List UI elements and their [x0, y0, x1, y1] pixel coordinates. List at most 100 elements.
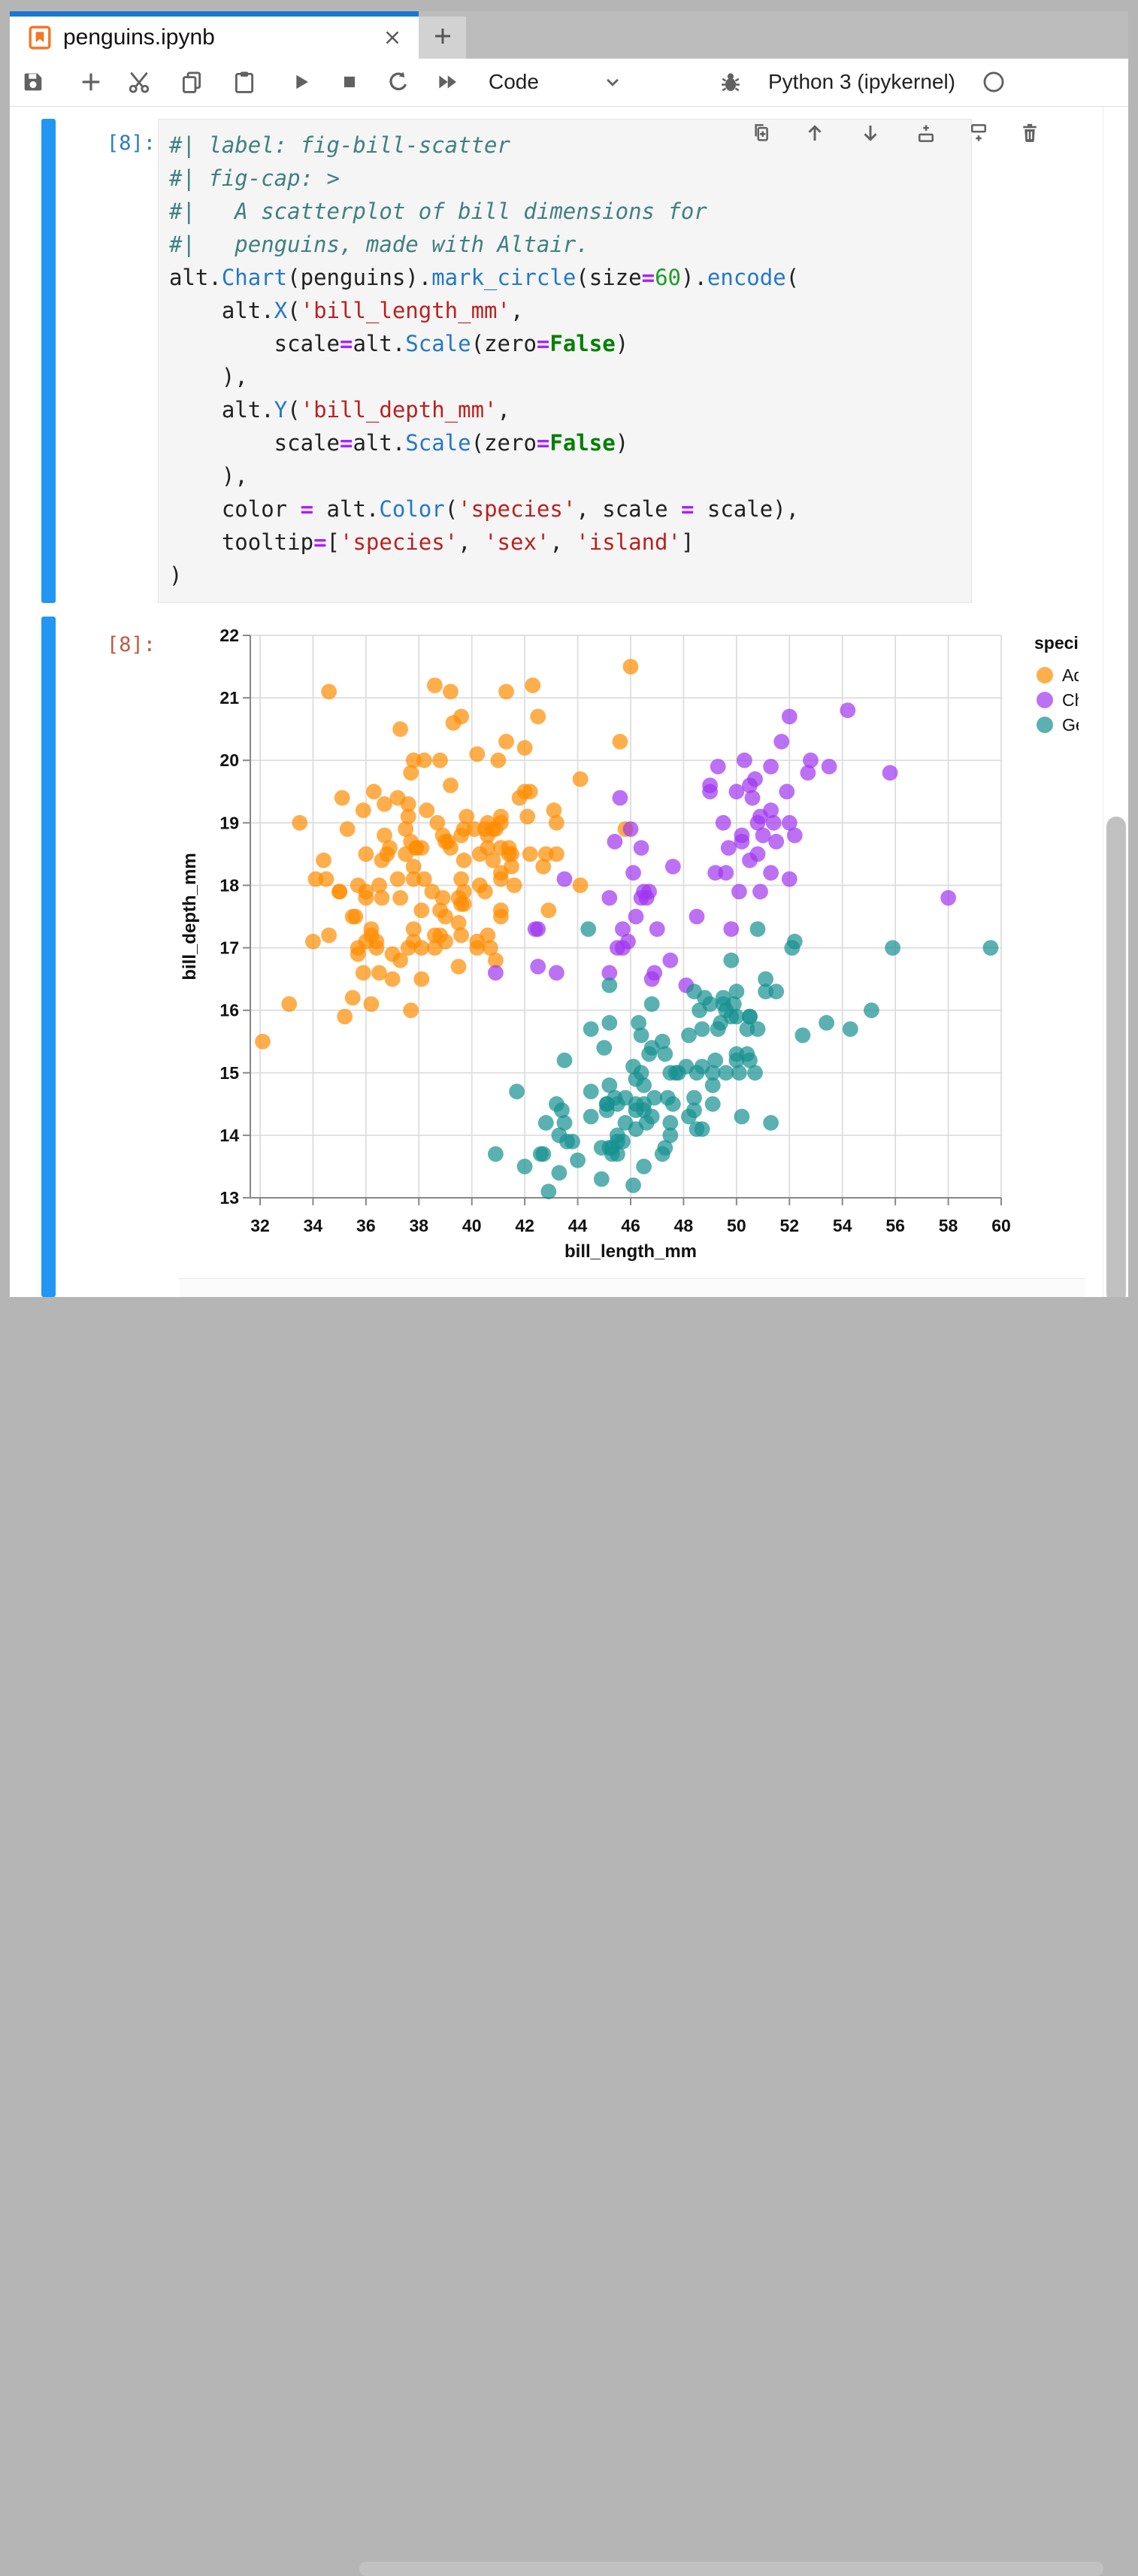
insert-cell-above-icon[interactable] [915, 122, 937, 144]
data-point [739, 1021, 755, 1037]
data-point [498, 733, 514, 750]
data-point [885, 940, 900, 956]
bug-icon[interactable] [718, 69, 743, 95]
cell-type-dropdown[interactable]: Code [489, 70, 539, 93]
vertical-scrollbar-thumb[interactable] [1106, 817, 1126, 1304]
run-icon[interactable] [288, 69, 313, 95]
active-tab-indicator [10, 11, 419, 17]
data-point [392, 721, 408, 738]
data-point [631, 1014, 646, 1031]
horizontal-scrollbar-thumb[interactable] [359, 2562, 1103, 2576]
data-point [704, 1065, 721, 1081]
code-cell-editor[interactable]: #| label: fig-bill-scatter #| fig-cap: > #… [158, 119, 972, 603]
insert-cell-below-icon[interactable] [967, 122, 990, 144]
data-point [549, 814, 564, 831]
code-line: scale=alt.Scale(zero=False) [169, 430, 629, 456]
cell-collapser-output[interactable] [41, 617, 56, 1297]
data-point [633, 1027, 649, 1044]
data-point [255, 1033, 271, 1050]
data-point [403, 765, 419, 781]
svg-text:13: 13 [219, 1188, 239, 1208]
data-point [392, 889, 408, 906]
svg-text:Gentoo: Gentoo [1062, 715, 1079, 735]
data-point [339, 821, 356, 837]
data-point [456, 883, 472, 900]
data-point [662, 1114, 679, 1131]
kernel-idle-circle-icon[interactable] [981, 69, 1006, 95]
chevron-down-icon[interactable] [601, 71, 624, 93]
close-icon[interactable] [381, 26, 404, 49]
data-point [643, 996, 660, 1012]
stop-icon[interactable] [337, 69, 362, 95]
svg-text:46: 46 [621, 1216, 640, 1235]
kernel-name[interactable]: Python 3 (ipykernel) [768, 70, 956, 93]
restart-kernel-icon[interactable] [386, 69, 411, 95]
delete-cell-icon[interactable] [1018, 122, 1041, 144]
cut-cell-icon[interactable] [126, 69, 152, 95]
svg-text:34: 34 [304, 1216, 323, 1235]
data-point [570, 1152, 586, 1168]
data-point [498, 683, 514, 700]
data-point [429, 814, 446, 831]
tab-penguins-ipynb[interactable]: penguins.ipynb [10, 17, 419, 59]
data-point [768, 983, 785, 1000]
save-icon[interactable] [20, 69, 46, 95]
data-point [471, 846, 488, 862]
svg-text:18: 18 [219, 875, 239, 895]
data-point [625, 865, 641, 881]
svg-text:Chinstrap: Chinstrap [1062, 690, 1079, 710]
data-point [516, 740, 533, 756]
data-point [749, 846, 766, 862]
add-cell-icon[interactable] [78, 69, 104, 95]
data-point [456, 852, 472, 868]
run-all-icon[interactable] [434, 69, 460, 95]
data-point [554, 1102, 570, 1118]
data-point [350, 877, 366, 893]
cell-collapser-input[interactable] [41, 119, 56, 603]
move-cell-up-icon[interactable] [804, 122, 826, 144]
data-point [601, 977, 618, 993]
data-point [344, 989, 361, 1006]
data-point [596, 1040, 613, 1056]
svg-text:42: 42 [515, 1216, 534, 1235]
code-line: ), [169, 364, 248, 389]
data-point [615, 1133, 631, 1150]
duplicate-cell-icon[interactable] [748, 122, 770, 144]
data-point [768, 833, 785, 850]
code-line: scale=alt.Scale(zero=False) [169, 331, 629, 356]
data-point [734, 833, 750, 850]
copy-cell-icon[interactable] [179, 69, 204, 95]
data-point [731, 883, 747, 900]
data-point [334, 789, 350, 806]
data-point [405, 921, 422, 937]
window-frame-top [0, 0, 1138, 11]
data-point [371, 877, 387, 893]
data-point [580, 921, 597, 937]
data-point [556, 1114, 573, 1131]
svg-text:44: 44 [568, 1216, 588, 1235]
data-point [747, 771, 763, 787]
data-point [549, 965, 564, 981]
tab-bar: penguins.ipynb [10, 11, 1128, 59]
data-point [347, 908, 364, 925]
new-tab-button[interactable] [419, 17, 466, 59]
horizontal-scrollbar-track[interactable] [179, 1278, 1103, 2576]
data-point [504, 846, 519, 862]
svg-text:species: species [1034, 633, 1079, 653]
paste-cell-icon[interactable] [232, 69, 257, 95]
move-cell-down-icon[interactable] [859, 122, 882, 144]
data-point [535, 1146, 552, 1162]
data-point [437, 933, 453, 950]
data-point [794, 1027, 811, 1044]
data-point [649, 921, 665, 937]
data-point [607, 833, 623, 850]
data-point [622, 821, 639, 837]
data-point [583, 1108, 599, 1125]
code-line: #| label: fig-bill-scatter [169, 132, 510, 158]
data-point [625, 1177, 641, 1193]
data-point [506, 877, 522, 893]
data-point [398, 846, 414, 862]
data-point [519, 808, 536, 825]
data-point [522, 846, 538, 862]
data-point [728, 983, 745, 1000]
